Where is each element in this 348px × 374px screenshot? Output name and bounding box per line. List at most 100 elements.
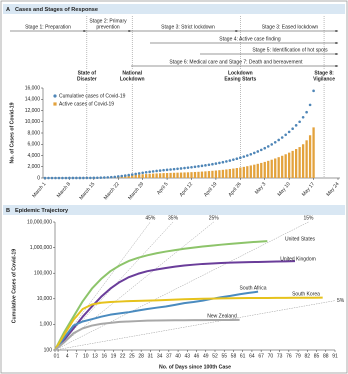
bar [158,173,162,178]
x-tick-label: 67 [258,353,264,359]
point [130,173,134,176]
y-tick-label: 100 [44,347,53,353]
point [123,174,127,177]
point [200,164,204,168]
x-tick-label: 55 [221,353,227,359]
x-tick-label: March 1 [31,181,47,199]
x-tick-label: 19 [111,353,117,359]
y-tick-label: 12,000 [25,108,41,114]
x-tick-label: 85 [314,353,320,359]
x-tick-label: 49 [203,353,209,359]
x-tick-label: 61 [240,353,246,359]
bar [270,159,273,178]
x-tick-label: March 8 [56,181,72,199]
bar [225,169,228,178]
point [155,169,158,173]
panel-label: A [6,7,10,13]
bar [151,173,155,178]
bar [200,171,204,178]
point [305,110,308,114]
y-tick-label: 16,000 [25,85,41,91]
bar [148,173,151,178]
point [179,167,183,170]
panel-header-bg [3,205,345,215]
point [47,176,50,180]
bar [253,164,256,178]
bar [305,140,308,178]
bar [165,172,169,178]
point [228,159,232,162]
x-tick-label: April 12 [179,181,195,198]
point [273,140,277,144]
stage-label: Stage 6: Medical care and Stage 7: Death… [169,59,303,65]
point [158,169,162,172]
x-tick-label: May 24 [325,181,340,198]
bar [246,166,249,178]
bar [186,172,190,178]
point [312,89,315,93]
x-tick-label: April 5 [156,181,170,196]
bar [277,157,280,178]
bar [197,171,200,178]
point [256,150,260,153]
bar [134,174,137,178]
y-tick-label: 1,000 [39,322,52,328]
x-tick-label: 91 [332,353,338,359]
point [61,176,64,180]
bar [127,175,130,178]
point [197,165,200,168]
point [169,168,172,171]
y-axis-label: Cumulative Cases of Covid-19 [11,249,17,323]
point [207,163,211,167]
panel-header-bg [3,4,345,14]
x-tick-label: 82 [305,353,311,359]
point [102,176,106,179]
stage-label: Stage 3: Strict lockdown [161,24,215,30]
point [232,158,235,161]
bar [131,175,134,178]
point [280,136,284,139]
x-axis-label: No. of Days since 100th Case [159,364,231,370]
bar [207,171,211,178]
x-tick-label: 43 [185,353,191,359]
point [116,175,120,178]
x-tick-label: 70 [268,353,274,359]
point [165,168,169,172]
stage-label: Stage 2: Primary [89,18,127,24]
stage-label: Stage 4: Active case finding [219,36,281,42]
point [75,176,78,180]
point [141,171,144,175]
point [239,156,242,159]
point [204,164,207,167]
point [277,138,281,142]
event-label: Lockdown [120,76,145,82]
series-line [54,296,323,351]
point [172,167,176,171]
y-tick-label: 10,000 [37,296,53,302]
point [109,175,113,179]
reference-label: 15% [303,215,314,221]
bar [249,165,252,178]
bar [204,171,207,178]
point [225,160,228,163]
bar [162,173,165,178]
point [68,176,71,180]
x-tick-label: April 26 [227,181,243,198]
bar [235,168,238,178]
bar [172,172,176,178]
point [144,170,148,174]
y-tick-label: 0 [37,175,40,181]
panel-title: Epidemic Trajectory [15,208,69,214]
stage-label: Stage 1: Preparation [25,24,71,30]
x-tick-label: 4 [66,353,69,359]
bar [239,167,242,178]
reference-line [54,221,174,351]
y-tick-label: 100,000 [34,271,52,277]
bar [183,172,186,178]
point [176,167,179,171]
bar [274,158,277,178]
x-tick-label: 52 [212,353,218,359]
x-tick-label: 7 [75,353,78,359]
point [120,174,124,178]
